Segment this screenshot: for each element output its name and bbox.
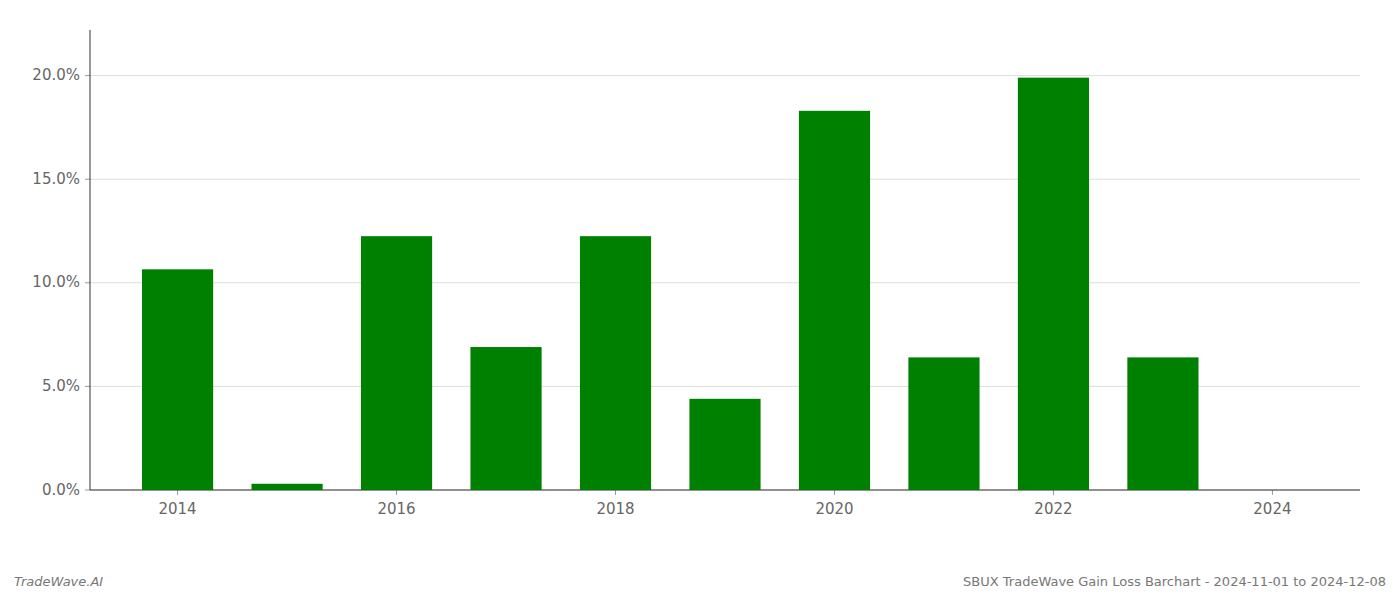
- x-tick-label: 2020: [815, 500, 853, 518]
- chart-svg: 0.0% 5.0% 10.0% 15.0% 20.0% 2014 2016 2018 2020 2…: [0, 0, 1400, 600]
- axes: 0.0% 5.0% 10.0% 15.0% 20.0% 2014 2016 2018 2020 2…: [32, 30, 1360, 518]
- y-tick: [85, 386, 90, 387]
- bar: [1127, 357, 1198, 490]
- y-tick-label: 0.0%: [42, 481, 80, 499]
- x-tick: [1272, 490, 1273, 495]
- x-tick: [1053, 490, 1054, 495]
- x-tick: [615, 490, 616, 495]
- y-tick: [85, 179, 90, 180]
- x-tick-label: 2024: [1253, 500, 1291, 518]
- bar: [799, 111, 870, 490]
- footer: TradeWave.AI SBUX TradeWave Gain Loss Bar…: [14, 574, 1386, 589]
- chart-container: 0.0% 5.0% 10.0% 15.0% 20.0% 2014 2016 2018 2020 2…: [0, 0, 1400, 600]
- y-tick-label: 10.0%: [32, 273, 80, 291]
- x-tick-label: 2016: [377, 500, 415, 518]
- y-tick-label: 20.0%: [32, 66, 80, 84]
- bar: [580, 236, 651, 490]
- bar: [142, 269, 213, 490]
- grid: [90, 76, 1360, 490]
- bar: [361, 236, 432, 490]
- bar: [251, 484, 322, 490]
- bar: [908, 357, 979, 490]
- y-tick: [85, 75, 90, 76]
- footer-text: SBUX TradeWave Gain Loss Barchart - 2024…: [963, 574, 1386, 589]
- footer-text: TradeWave.AI: [14, 574, 103, 589]
- grid-line: [90, 179, 1360, 180]
- x-tick: [834, 490, 835, 495]
- x-tick-label: 2022: [1034, 500, 1072, 518]
- y-tick-label: 5.0%: [42, 377, 80, 395]
- bar: [470, 347, 541, 490]
- bar: [1018, 78, 1089, 490]
- x-tick-label: 2014: [158, 500, 196, 518]
- bar: [1237, 490, 1308, 491]
- y-tick: [85, 282, 90, 283]
- y-tick-label: 15.0%: [32, 170, 80, 188]
- y-axis-line: [90, 30, 91, 490]
- bars: [142, 78, 1199, 490]
- y-tick: [85, 490, 90, 491]
- grid-line: [90, 75, 1360, 76]
- bar: [689, 399, 760, 490]
- x-tick-label: 2018: [596, 500, 634, 518]
- x-tick: [177, 490, 178, 495]
- grid-line: [90, 282, 1360, 283]
- x-tick: [396, 490, 397, 495]
